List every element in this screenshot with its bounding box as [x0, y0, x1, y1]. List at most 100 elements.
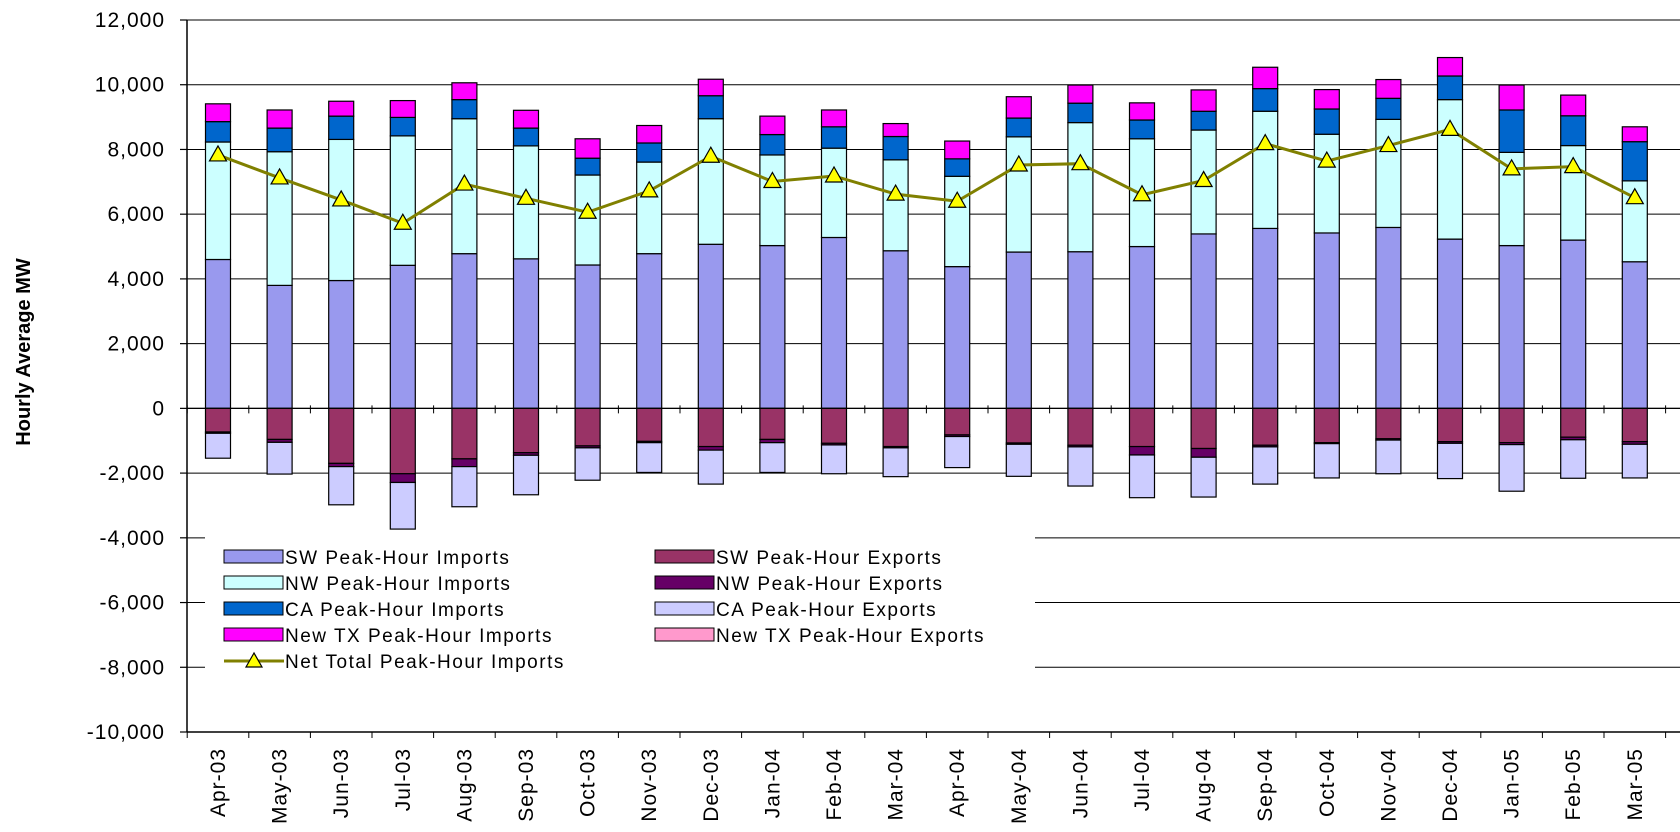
x-tick-label: Aug-03 — [453, 748, 476, 822]
bar-segment-4-6 — [574, 407, 601, 447]
bar-segment-1-7 — [636, 161, 663, 255]
bar-segment-3-15 — [1128, 102, 1156, 121]
bar-segment-6-10 — [820, 444, 848, 475]
bar-segment-3-16 — [1190, 89, 1217, 112]
net-total-marker-20 — [1440, 119, 1460, 136]
net-total-marker-14 — [1070, 153, 1090, 171]
net-total-marker-18 — [1317, 150, 1337, 168]
x-tick-label: Sep-03 — [515, 748, 538, 822]
bar-segment-0-11 — [882, 250, 909, 409]
x-tick-label: Oct-04 — [1316, 748, 1339, 817]
bar-segment-4-8 — [697, 407, 724, 448]
bar-segment-3-17 — [1252, 66, 1279, 90]
bar-segment-6-13 — [1005, 443, 1032, 477]
bar-segment-6-9 — [759, 442, 786, 474]
bar-segment-6-20 — [1436, 442, 1464, 480]
legend-swatch — [654, 627, 715, 642]
x-tick-label: Nov-03 — [638, 748, 661, 822]
y-tick-label: -10,000 — [87, 721, 165, 744]
bar-segment-4-4 — [451, 407, 478, 460]
bar-segment-2-18 — [1313, 108, 1340, 135]
bar-segment-3-1 — [266, 109, 293, 129]
x-tick-labels: Apr-03 May-03 Jun-03 Jul-03 Aug-03 Sep-03 Oct-… — [207, 748, 1647, 824]
legend-swatch — [654, 601, 715, 616]
legend-label: SW Peak-Hour Exports — [716, 548, 942, 569]
net-total-marker-23 — [1625, 187, 1645, 205]
legend: SW Peak-Hour Imports NW Peak-Hour Imports… — [223, 548, 985, 673]
bar-segment-1-10 — [820, 147, 848, 239]
bar-segment-2-10 — [820, 126, 848, 149]
net-total-marker-21 — [1502, 158, 1522, 176]
legend-label: Net Total Peak-Hour Imports — [285, 652, 565, 673]
net-total-marker-9 — [762, 171, 782, 189]
legend-label: New TX Peak-Hour Exports — [716, 626, 985, 647]
bar-segment-6-17 — [1252, 446, 1279, 485]
bar-segment-3-11 — [882, 122, 909, 138]
legend-swatch — [223, 549, 284, 564]
bar-segment-2-12 — [944, 158, 971, 177]
bar-segment-0-1 — [266, 284, 293, 409]
net-total-marker-22 — [1563, 156, 1583, 174]
bar-segment-2-19 — [1375, 97, 1402, 120]
bar-segment-6-4 — [451, 466, 478, 508]
bar-segment-5-16 — [1190, 447, 1217, 458]
net-total-marker-3 — [393, 213, 413, 230]
bar-segment-3-20 — [1436, 56, 1464, 77]
bar-segment-3-14 — [1067, 84, 1094, 104]
y-tick-label: 0 — [152, 397, 165, 420]
bar-segment-0-7 — [636, 253, 663, 409]
bar-segment-3-8 — [697, 78, 724, 97]
bar-segment-1-2 — [328, 138, 355, 282]
bar-segment-4-20 — [1436, 407, 1464, 443]
x-tick-label: Nov-04 — [1377, 748, 1400, 822]
bar-segment-4-10 — [820, 407, 848, 444]
y-tick-label: 4,000 — [107, 268, 165, 291]
x-tick-label: Jul-04 — [1131, 748, 1154, 811]
bar-segment-1-8 — [697, 118, 724, 245]
x-tick-label: Dec-03 — [700, 748, 723, 822]
bar-segment-3-7 — [636, 124, 663, 144]
bar-segment-6-0 — [204, 432, 232, 459]
bar-segment-0-19 — [1375, 226, 1402, 409]
y-tick-label: -4,000 — [99, 527, 165, 550]
bar-segment-6-8 — [697, 449, 724, 485]
y-axis-label: Hourly Average MW — [13, 258, 35, 446]
net-total-marker-4 — [454, 173, 474, 191]
bar-segment-0-6 — [574, 264, 601, 409]
bar-segment-4-3 — [389, 407, 416, 475]
bar-segment-6-1 — [266, 441, 293, 475]
x-tick-label: Aug-04 — [1193, 748, 1216, 822]
bar-segment-4-12 — [944, 407, 971, 436]
y-tick-label: 8,000 — [107, 138, 165, 161]
bar-segment-1-18 — [1313, 133, 1340, 234]
x-tick-label: Jan-04 — [761, 748, 784, 818]
net-total-path — [217, 127, 1636, 225]
x-tick-label: Jun-04 — [1069, 748, 1092, 818]
bar-segment-2-3 — [389, 116, 416, 137]
bar-segment-0-20 — [1436, 238, 1464, 409]
bar-segment-6-5 — [512, 454, 540, 496]
bar-segment-1-6 — [574, 174, 601, 266]
bar-segment-1-13 — [1005, 136, 1032, 253]
bar-segment-0-13 — [1005, 251, 1032, 409]
bar-segment-3-3 — [389, 99, 416, 119]
y-tick-label: 12,000 — [95, 9, 165, 32]
bar-segment-6-15 — [1128, 454, 1156, 499]
y-tick-label: -6,000 — [99, 592, 165, 615]
bar-segment-0-14 — [1067, 251, 1094, 409]
bar-segment-3-19 — [1375, 78, 1402, 99]
bar-segment-0-5 — [512, 258, 540, 409]
bar-segment-2-5 — [512, 127, 540, 147]
y-tick-label: 2,000 — [107, 333, 165, 356]
bar-segment-3-9 — [759, 115, 786, 136]
net-total-marker-1 — [270, 167, 290, 185]
legend-swatch — [223, 601, 284, 616]
bar-segment-1-0 — [204, 141, 232, 261]
x-tick-label: Apr-04 — [946, 748, 969, 817]
bar-segment-6-16 — [1190, 456, 1217, 498]
bar-segment-2-16 — [1190, 110, 1217, 131]
bar-segment-4-1 — [266, 407, 293, 441]
legend-swatch — [223, 627, 284, 642]
bar-segment-4-18 — [1313, 407, 1340, 444]
bar-segment-4-0 — [204, 407, 232, 433]
